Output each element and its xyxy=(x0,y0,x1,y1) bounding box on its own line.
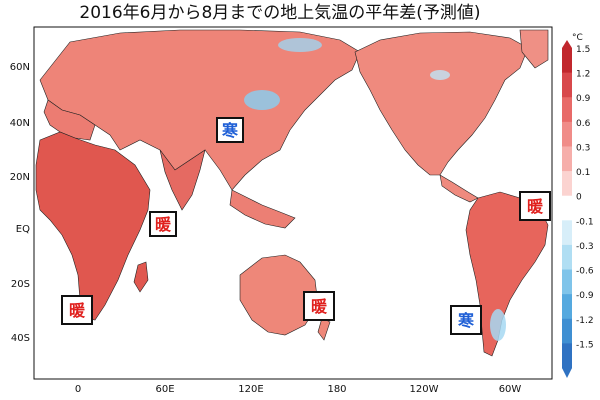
annotation-text: 暖 xyxy=(311,297,328,316)
land-masses xyxy=(35,29,549,357)
india-landmass xyxy=(159,149,206,211)
color-legend: °C 1.5 1.2 0.9 0.6 0.3 0.1 0 -0.1 -0.3 -0.6 -0.9 -1… xyxy=(562,33,594,378)
y-tick-label: 60N xyxy=(10,62,30,73)
annotation-text: 暖 xyxy=(155,215,172,234)
legend-swatch xyxy=(562,318,572,344)
y-tick-label: EQ xyxy=(16,224,30,235)
legend-label: 1.5 xyxy=(576,45,590,55)
eurasia-landmass xyxy=(39,29,361,191)
legend-label: 0.9 xyxy=(576,94,591,104)
cold-patch-east-asia xyxy=(244,90,280,110)
legend-swatch xyxy=(562,220,572,246)
legend-label: -0.9 xyxy=(576,291,594,301)
cold-anomaly-patches xyxy=(244,38,506,341)
central-america-landmass xyxy=(439,174,479,203)
annotation-badge: 寒 xyxy=(216,117,244,143)
madagascar-landmass xyxy=(133,261,149,293)
x-tick-label: 60W xyxy=(499,384,522,395)
annotation-text: 寒 xyxy=(221,121,239,140)
x-tick-label: 0 xyxy=(75,384,81,395)
annotation-badge: 暖 xyxy=(61,295,93,325)
legend-swatch xyxy=(562,48,572,74)
legend-label: 0.6 xyxy=(576,119,591,129)
legend-swatch xyxy=(562,294,572,320)
annotation-badge: 暖 xyxy=(519,191,551,221)
annotation-badge: 暖 xyxy=(303,291,335,321)
y-axis: 60N 40N 20N EQ 20S 40S xyxy=(10,62,30,344)
legend-arrow-bottom xyxy=(562,368,572,378)
y-tick-label: 20S xyxy=(11,279,30,290)
legend-label: -1.5 xyxy=(576,340,594,350)
greenland-landmass xyxy=(519,29,549,69)
cold-patch-canada xyxy=(430,70,450,80)
legend-swatch xyxy=(562,121,572,147)
legend-swatch xyxy=(562,343,572,369)
annotation-text: 寒 xyxy=(457,311,475,330)
legend-swatch xyxy=(562,146,572,172)
x-tick-label: 60E xyxy=(155,384,174,395)
map-title: 2016年6月から8月までの地上気温の平年差(予測値) xyxy=(79,3,481,23)
annotation-text: 暖 xyxy=(527,197,544,216)
y-tick-label: 40S xyxy=(11,333,30,344)
legend-swatch xyxy=(562,269,572,295)
y-tick-label: 20N xyxy=(10,172,30,183)
annotation-badge: 暖 xyxy=(149,211,177,237)
cold-patch-siberia xyxy=(278,38,322,52)
legend-swatch xyxy=(562,97,572,123)
annotation-badge: 寒 xyxy=(450,305,482,335)
x-tick-label: 120W xyxy=(410,384,439,395)
legend-label: -0.6 xyxy=(576,267,594,277)
legend-label: -0.3 xyxy=(576,242,594,252)
legend-label: 0.1 xyxy=(576,168,590,178)
north-america-landmass xyxy=(354,31,529,176)
europe-landmass xyxy=(43,99,96,141)
x-axis: 0 60E 120E 180 120W 60W xyxy=(75,384,522,395)
legend-label: 1.2 xyxy=(576,70,590,80)
legend-swatch xyxy=(562,171,572,197)
x-tick-label: 180 xyxy=(327,384,346,395)
legend-swatch xyxy=(562,244,572,271)
legend-arrow-top xyxy=(562,40,572,48)
annotation-text: 暖 xyxy=(69,301,86,320)
legend-label: -1.2 xyxy=(576,316,594,326)
legend-swatch xyxy=(562,195,572,221)
x-tick-label: 120E xyxy=(238,384,263,395)
legend-label: 0.3 xyxy=(576,143,590,153)
cold-patch-south-america xyxy=(490,309,506,341)
legend-label: 0 xyxy=(576,193,582,203)
se-asia-landmass xyxy=(229,189,296,229)
y-tick-label: 40N xyxy=(10,118,30,129)
africa-landmass xyxy=(35,131,151,321)
legend-swatch xyxy=(562,72,572,98)
legend-label: -0.1 xyxy=(576,217,594,227)
legend-unit: °C xyxy=(572,33,583,43)
